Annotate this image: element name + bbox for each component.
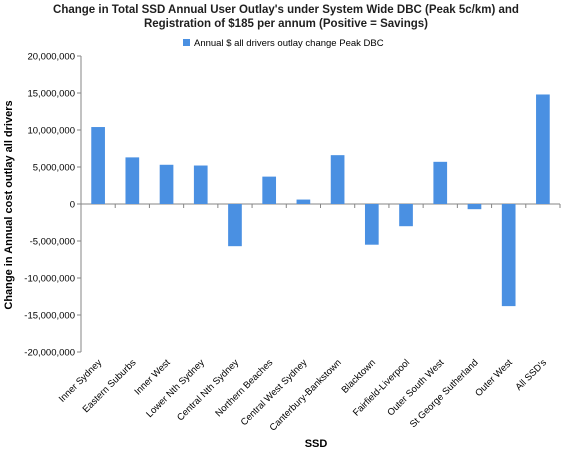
x-tick-label: Central Nth Sydney — [175, 357, 241, 423]
bar — [467, 204, 482, 210]
x-tick-label: Lower Nth Sydney — [144, 357, 207, 420]
bar — [262, 176, 277, 204]
legend-swatch — [183, 39, 190, 46]
legend: Annual $ all drivers outlay change Peak … — [183, 38, 384, 49]
y-tick-label: 5,000,000 — [33, 163, 75, 174]
x-tick-label: All SSD's — [513, 357, 549, 393]
bar — [501, 204, 516, 307]
legend-label: Annual $ all drivers outlay change Peak … — [194, 38, 384, 49]
y-tick-label: -10,000,000 — [24, 274, 75, 285]
y-tick-label: 0 — [70, 200, 75, 211]
y-tick-label: 10,000,000 — [27, 126, 75, 137]
y-tick-label: -15,000,000 — [24, 311, 75, 322]
bar — [159, 164, 174, 204]
bar — [125, 157, 140, 204]
chart-title-line-1: Change in Total SSD Annual User Outlay's… — [53, 4, 519, 16]
bar — [330, 155, 345, 204]
bar — [296, 199, 311, 204]
x-tick-label: Central West Sydney — [239, 357, 310, 428]
y-tick-label: -5,000,000 — [30, 237, 75, 248]
y-tick-label: 15,000,000 — [27, 89, 75, 100]
bar — [536, 94, 550, 204]
x-axis-label: SSD — [305, 438, 328, 450]
x-tick-label: St George Sutherland — [408, 357, 481, 430]
bar — [364, 204, 379, 245]
x-tick-label: Outer West — [473, 357, 515, 399]
y-tick-label: 20,000,000 — [27, 52, 75, 63]
bar — [433, 161, 448, 204]
bar — [91, 127, 105, 204]
chart-title-line-2: Registration of $185 per annum (Positive… — [144, 18, 428, 30]
bar — [399, 204, 413, 227]
bar — [193, 165, 208, 204]
y-tick-label: -20,000,000 — [24, 348, 75, 359]
y-axis-label: Change in Annual cost outlay all drivers — [3, 100, 15, 309]
bars — [91, 94, 550, 307]
x-tick-label: Northern Beaches — [213, 357, 275, 419]
y-axis-ticks: 20,000,000 15,000,000 10,000,000 5,000,000 0… — [24, 52, 81, 359]
bar — [228, 204, 242, 247]
